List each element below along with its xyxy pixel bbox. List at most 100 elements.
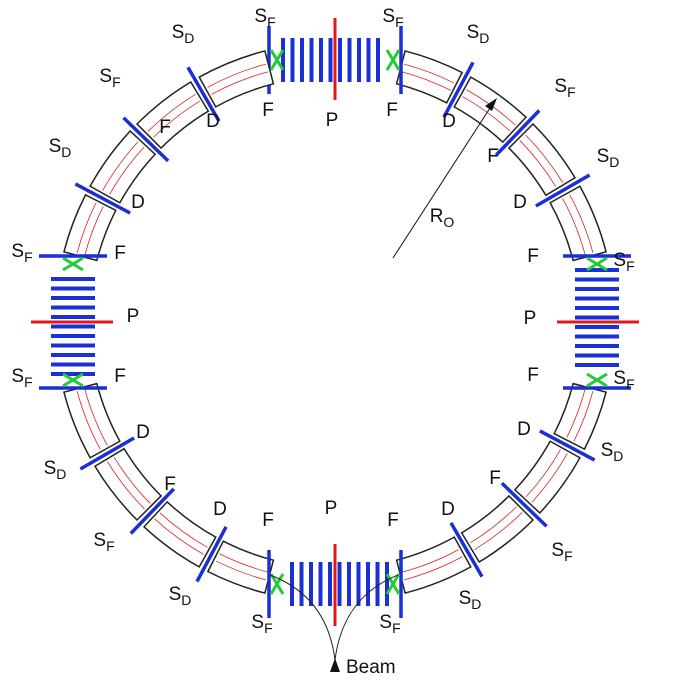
label: F xyxy=(262,510,274,531)
beam-crossing xyxy=(385,573,401,595)
dipole-inner-line xyxy=(113,457,151,504)
dipole-inner-line xyxy=(569,194,594,253)
dipole-inner-line xyxy=(573,391,594,442)
label-main: F xyxy=(262,510,274,531)
label-sub: D xyxy=(181,592,191,608)
quadrupole xyxy=(442,61,475,118)
label: SF xyxy=(613,250,634,274)
label-main: D xyxy=(206,111,220,132)
label: D xyxy=(441,499,455,520)
beam-label: Beam xyxy=(346,657,396,678)
quadrupole xyxy=(494,109,541,157)
label-main: F xyxy=(489,468,501,489)
label-main: S xyxy=(93,530,106,551)
label: SD xyxy=(467,22,490,46)
label-main: D xyxy=(517,419,531,440)
label-main: S xyxy=(11,366,24,387)
beam-crossing xyxy=(586,256,608,272)
label: SF xyxy=(11,366,32,390)
label: D xyxy=(513,192,527,213)
straight-section xyxy=(557,254,639,390)
label-sub: F xyxy=(567,84,576,100)
radius-arrow xyxy=(485,98,497,111)
dipole xyxy=(142,500,217,568)
label: SF xyxy=(379,612,400,636)
label-main: S xyxy=(251,612,264,633)
label: F xyxy=(386,100,398,121)
label-main: D xyxy=(441,499,455,520)
label: SD xyxy=(459,588,482,612)
label-main: F xyxy=(386,100,398,121)
label-main: S xyxy=(11,241,24,262)
dipole-inner-line xyxy=(562,198,586,256)
label-main: S xyxy=(597,146,610,167)
label-sub: F xyxy=(264,620,273,636)
label-main: F xyxy=(487,146,499,167)
label: SF xyxy=(382,6,403,30)
label-main: S xyxy=(99,66,112,87)
label-sub: F xyxy=(106,538,115,554)
ring xyxy=(31,18,639,626)
beam-crossing xyxy=(586,372,608,388)
dipole xyxy=(395,50,464,104)
label-main: D xyxy=(442,111,456,132)
label-main: F xyxy=(159,117,171,138)
label-sub: F xyxy=(24,374,33,390)
label-main: D xyxy=(213,499,227,520)
dipole-inner-line xyxy=(102,141,139,191)
label-main: S xyxy=(49,136,62,157)
label-main: F xyxy=(164,474,176,495)
label-main: S xyxy=(613,250,626,271)
dipole xyxy=(89,129,157,204)
label: F xyxy=(114,243,126,264)
label-main: P xyxy=(524,308,537,329)
quadrupole xyxy=(129,487,176,535)
label-main: S xyxy=(169,584,182,605)
beam-path xyxy=(269,574,399,661)
radius-label: RO xyxy=(430,206,455,230)
dipole-inner-line xyxy=(525,449,561,498)
dipole-inner-line xyxy=(404,556,463,581)
quadrupole xyxy=(79,436,135,471)
label: F xyxy=(114,366,126,387)
label-sub: F xyxy=(24,249,33,265)
label: F xyxy=(487,146,499,167)
label-sub: F xyxy=(395,14,404,30)
label-main: F xyxy=(114,243,126,264)
quadrupole xyxy=(539,429,596,462)
dipole-inner-line xyxy=(531,453,568,503)
label: F xyxy=(159,117,171,138)
dipole-inner-line xyxy=(404,63,455,84)
label: SF xyxy=(613,368,634,392)
dipole xyxy=(93,447,163,522)
dipole-inner-line xyxy=(84,388,108,446)
dipole-inner-line xyxy=(211,71,269,95)
label-sub: D xyxy=(609,154,619,170)
dipole-inner-line xyxy=(107,461,145,510)
label-sub: D xyxy=(471,596,481,612)
dipole-inner-line xyxy=(147,94,196,132)
beam-crossing xyxy=(62,256,84,272)
label-main: D xyxy=(131,192,145,213)
label-main: F xyxy=(527,365,539,386)
label-main: S xyxy=(254,6,267,27)
label-sub: D xyxy=(56,466,66,482)
quadrupole xyxy=(535,173,591,208)
label-main: S xyxy=(459,588,472,609)
label: F xyxy=(262,100,274,121)
dipole xyxy=(198,50,275,108)
label-sub: D xyxy=(184,30,194,46)
radius-main: R xyxy=(430,206,444,227)
label-main: S xyxy=(382,6,395,27)
dipole-inner-line xyxy=(470,506,517,544)
dipole-inner-line xyxy=(474,512,523,550)
label-main: S xyxy=(613,368,626,389)
label: D xyxy=(442,111,456,132)
straight-section xyxy=(267,544,403,626)
label-main: F xyxy=(387,510,399,531)
dipole xyxy=(395,536,472,594)
dipole xyxy=(553,382,607,451)
label: D xyxy=(131,192,145,213)
label-main: P xyxy=(127,306,140,327)
label-sub: F xyxy=(626,376,635,392)
